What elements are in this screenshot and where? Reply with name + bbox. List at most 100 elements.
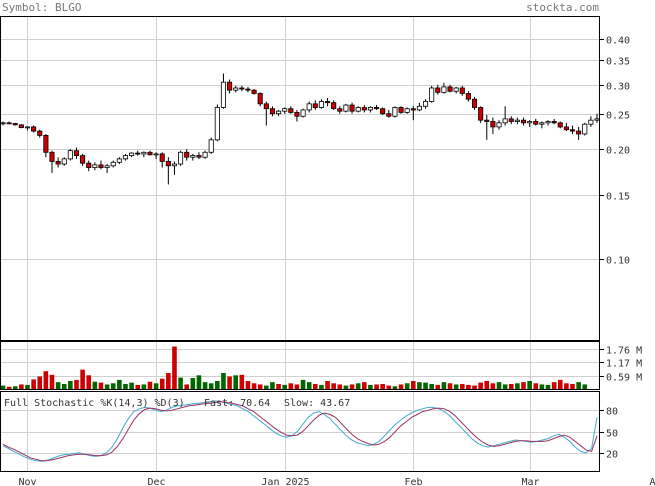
candle xyxy=(502,106,508,126)
candle-body xyxy=(490,121,496,128)
candle-body xyxy=(429,87,435,102)
volume-bar xyxy=(0,385,6,389)
candle xyxy=(533,118,539,126)
candle xyxy=(61,157,67,166)
candle-body xyxy=(135,152,141,155)
site-label: stockta.com xyxy=(526,1,599,14)
candle-body xyxy=(588,119,594,125)
candle xyxy=(282,107,288,114)
volume-bar xyxy=(423,382,428,389)
volume-bar xyxy=(245,381,251,389)
volume-bar xyxy=(496,382,502,389)
candle-body xyxy=(80,155,86,164)
volume-bar xyxy=(25,384,30,389)
candle-body xyxy=(196,155,202,158)
volume-bar xyxy=(98,382,104,389)
candle xyxy=(190,153,196,161)
candle-body xyxy=(263,103,269,110)
candle-body xyxy=(98,164,104,168)
candle xyxy=(349,102,355,114)
volume-bar xyxy=(453,384,459,389)
candle-body xyxy=(496,122,502,128)
candle xyxy=(31,125,37,133)
candle-body xyxy=(576,130,582,135)
volume-bar xyxy=(159,378,165,389)
candle xyxy=(471,96,478,110)
candle xyxy=(202,150,208,159)
candle-body xyxy=(447,86,453,92)
volume-bar xyxy=(190,378,196,389)
price-tick-label: 0.20 xyxy=(606,146,630,157)
price-tick-label: 0.10 xyxy=(606,256,630,267)
volume-bar xyxy=(184,384,190,389)
candle xyxy=(153,152,159,159)
candle-body xyxy=(294,112,300,117)
volume-bar xyxy=(6,386,12,389)
candle xyxy=(551,118,557,125)
candle xyxy=(288,106,294,114)
candle-body xyxy=(153,153,159,156)
volume-bar xyxy=(576,382,581,389)
symbol-label: Symbol: BLGO xyxy=(2,1,81,14)
candle-body xyxy=(478,107,484,121)
candle-body xyxy=(220,81,226,108)
candle xyxy=(441,82,447,94)
candle xyxy=(392,106,398,118)
stochastic-tick-label: 80 xyxy=(606,407,618,418)
candle-body xyxy=(269,108,275,115)
candle-body xyxy=(422,101,429,107)
volume-bar xyxy=(251,383,257,389)
candle-body xyxy=(12,123,18,126)
volume-bar xyxy=(319,384,324,389)
candle xyxy=(563,122,569,132)
candle xyxy=(147,150,153,156)
candle xyxy=(478,106,484,123)
volume-bar xyxy=(429,383,434,389)
x-tick-label: Dec xyxy=(147,477,165,486)
volume-bar xyxy=(43,371,49,389)
volume-bar xyxy=(282,384,287,389)
candle xyxy=(582,122,588,136)
price-panel xyxy=(0,16,600,341)
volume-bar xyxy=(368,384,373,389)
volume-grid xyxy=(1,342,599,389)
candle xyxy=(129,152,135,158)
candle-body xyxy=(300,109,306,117)
candle-body xyxy=(110,161,116,167)
candle xyxy=(98,160,104,170)
candle xyxy=(539,121,545,129)
candle-body xyxy=(484,119,490,122)
candle xyxy=(416,102,422,112)
candle xyxy=(86,160,92,172)
candle-body xyxy=(520,119,527,124)
candle-body xyxy=(31,126,37,132)
candle xyxy=(569,125,576,134)
candle xyxy=(490,117,496,134)
x-tick-label: Nov xyxy=(18,477,36,486)
volume-bar xyxy=(264,385,269,389)
candle-body xyxy=(355,107,361,112)
candle xyxy=(227,79,233,94)
candle-body xyxy=(37,130,43,136)
candle-body xyxy=(6,122,12,125)
candle-body xyxy=(227,81,233,91)
candle xyxy=(594,113,600,123)
candle-body xyxy=(508,118,514,122)
volume-bar xyxy=(521,382,526,389)
volume-bar xyxy=(31,379,36,389)
candle xyxy=(435,84,441,95)
volume-bar xyxy=(478,382,483,389)
candle-body xyxy=(312,103,318,108)
candle xyxy=(251,89,257,95)
candle-body xyxy=(73,150,80,156)
candle xyxy=(355,106,361,113)
candle-body xyxy=(380,108,386,115)
candle xyxy=(410,106,416,121)
volume-bar xyxy=(110,383,116,389)
candle-body xyxy=(55,161,61,165)
volume-bar xyxy=(288,383,294,389)
candle xyxy=(0,121,6,126)
candle xyxy=(343,103,349,113)
